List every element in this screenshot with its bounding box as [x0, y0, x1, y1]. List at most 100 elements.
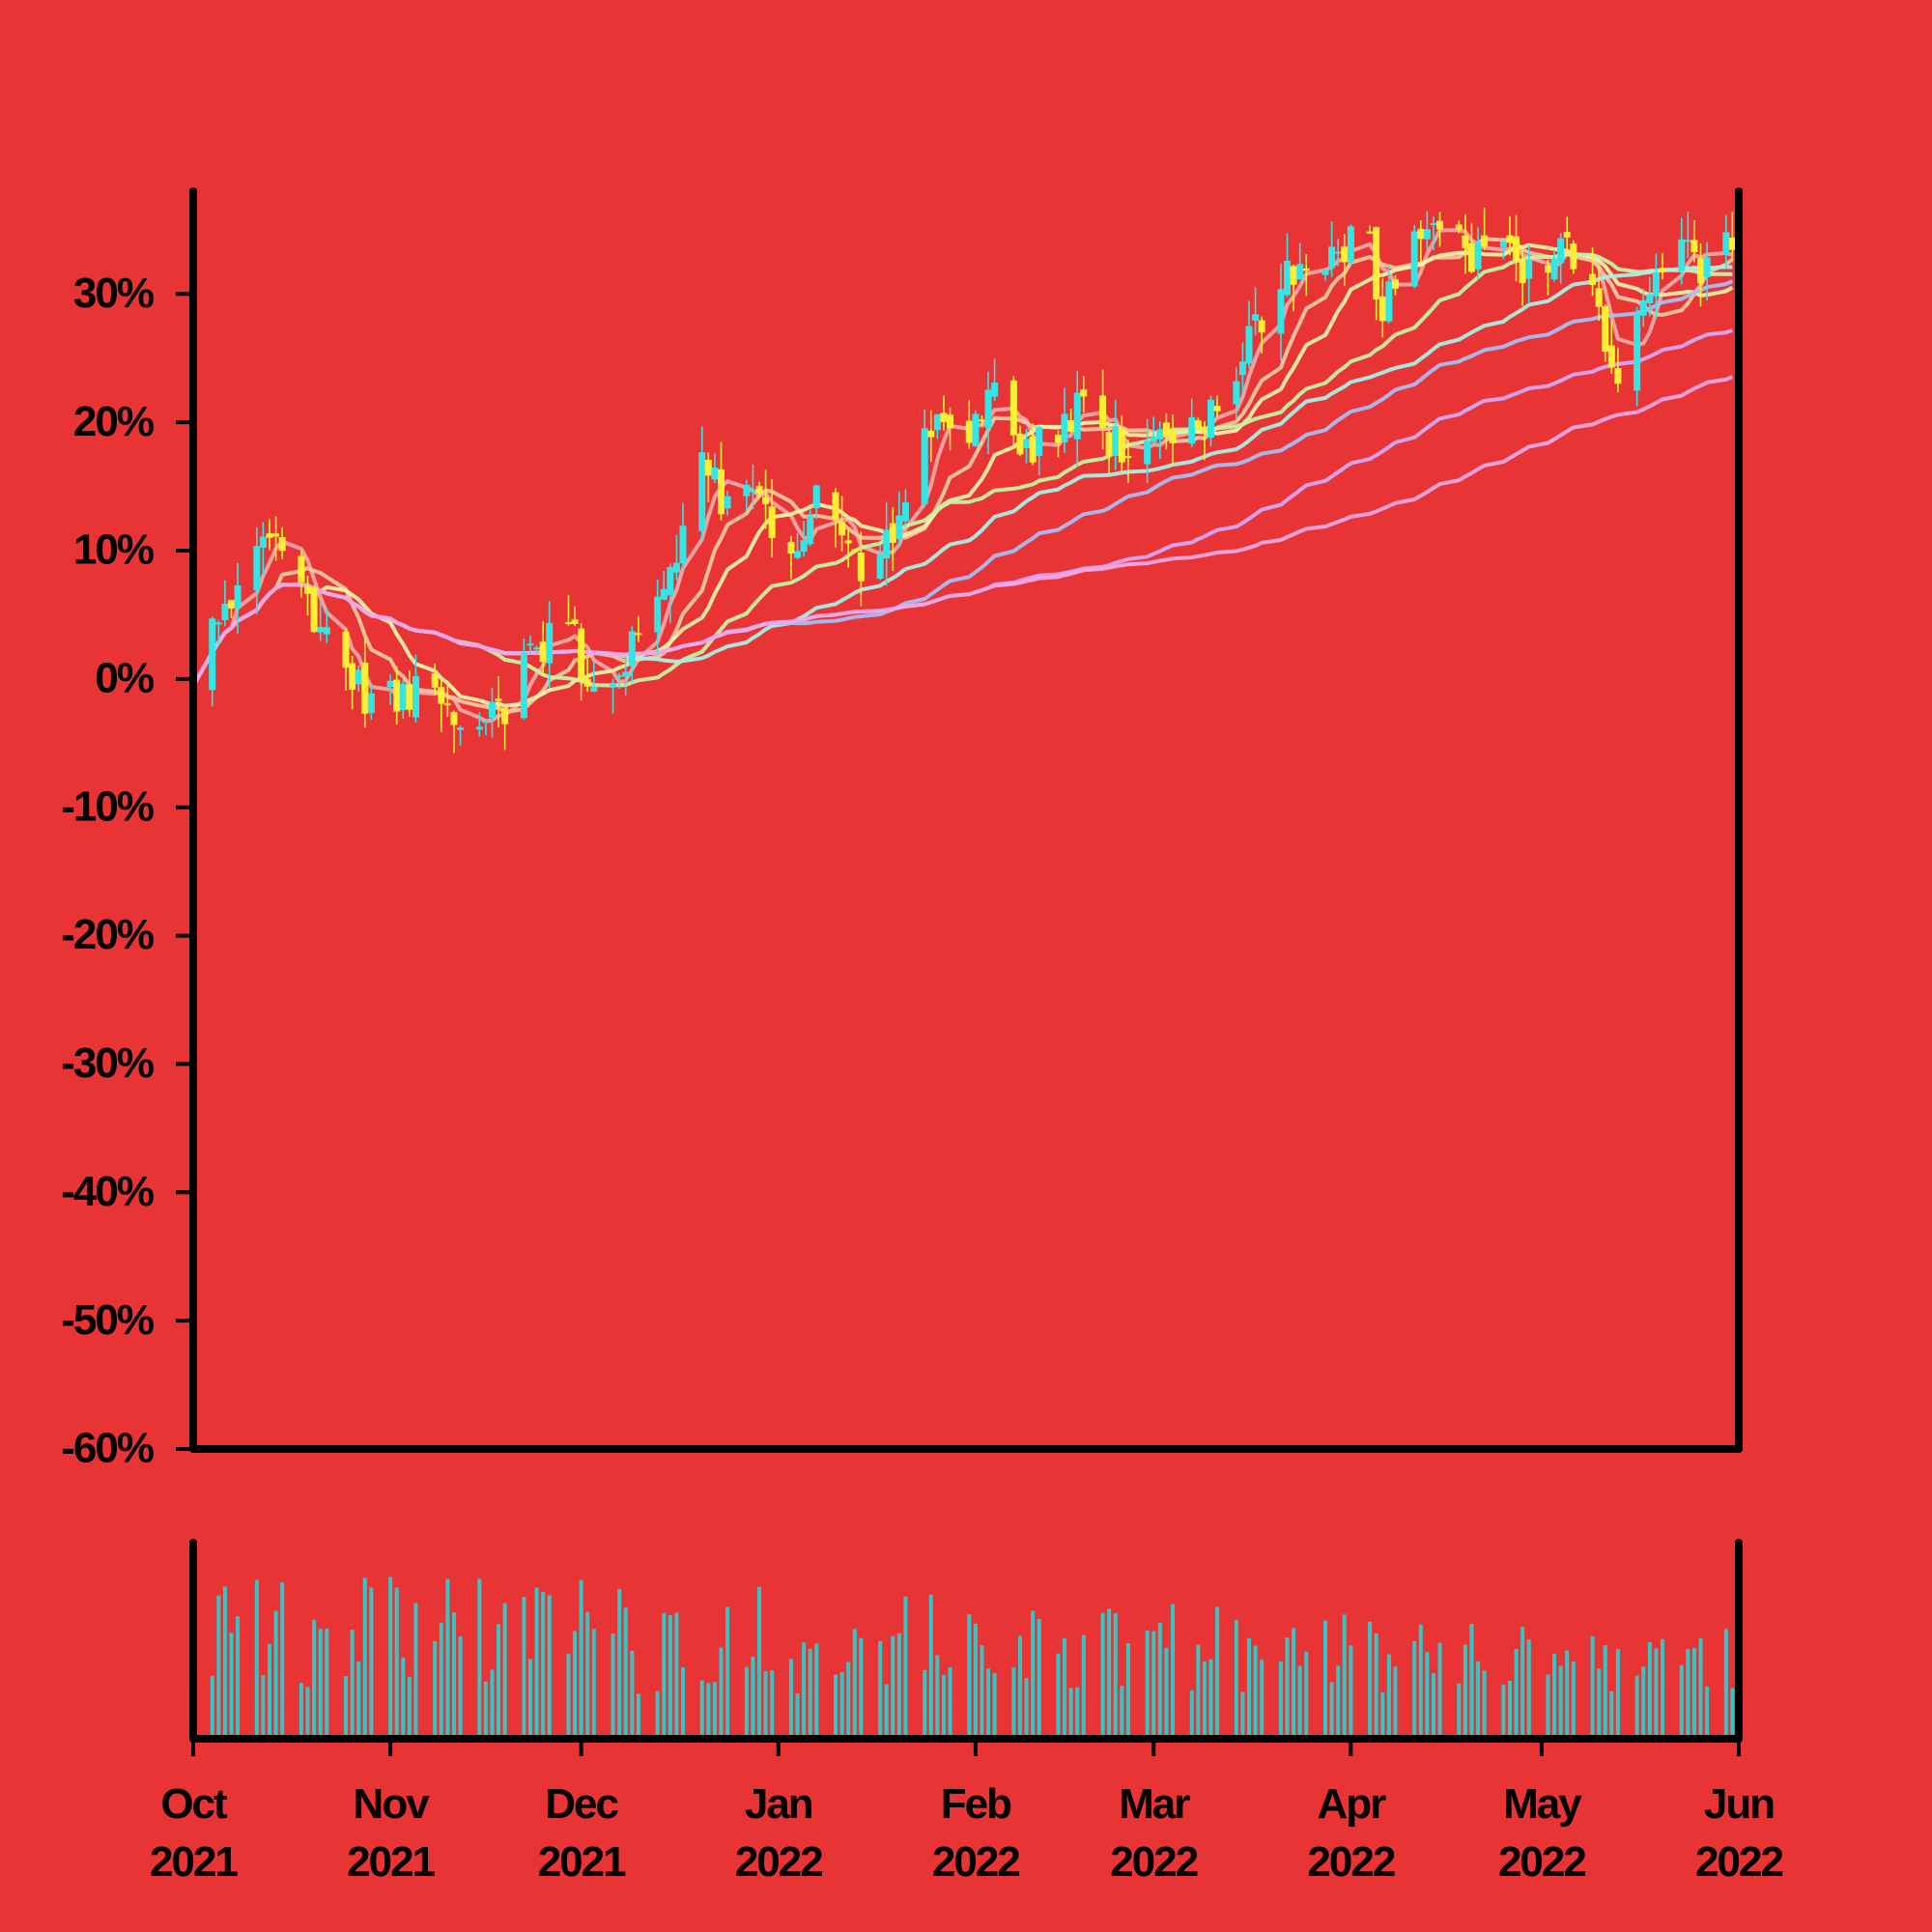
candle-body — [1607, 345, 1615, 368]
candle-body — [1703, 257, 1711, 278]
candle-body — [889, 523, 896, 543]
candle-body — [1277, 289, 1285, 334]
volume-bar — [344, 1676, 349, 1739]
candle-body — [654, 596, 662, 633]
candle-body — [1722, 232, 1730, 255]
volume-bar — [1349, 1645, 1353, 1739]
volume-bar — [757, 1586, 762, 1739]
volume-bar — [407, 1676, 412, 1739]
x-tick-year: 2022 — [932, 1838, 1019, 1886]
volume-bar — [1437, 1642, 1442, 1739]
volume-bar — [325, 1629, 329, 1739]
candle-body — [876, 554, 884, 579]
volume-bar — [254, 1579, 259, 1739]
candle-body — [533, 647, 541, 650]
candle-body — [800, 540, 808, 553]
volume-bar — [318, 1629, 323, 1739]
candle-body — [844, 540, 852, 544]
volume-bar — [1457, 1683, 1462, 1739]
volume-bar — [1431, 1673, 1435, 1739]
candle-body — [1290, 266, 1297, 285]
x-tick-year: 2021 — [150, 1838, 238, 1886]
volume-bar — [369, 1587, 374, 1739]
candle-body — [399, 683, 407, 711]
volume-bar — [1374, 1633, 1378, 1739]
y-tick-label: 0% — [95, 654, 153, 701]
volume-bar — [210, 1675, 214, 1739]
volume-bar — [699, 1680, 704, 1739]
volume-bar — [350, 1630, 355, 1739]
candle-body — [1296, 264, 1304, 280]
candle-body — [1150, 437, 1157, 442]
volume-bar — [1482, 1670, 1487, 1739]
volume-bar — [1425, 1652, 1430, 1739]
volume-bar — [725, 1606, 730, 1739]
candle-body — [1144, 440, 1151, 465]
candle-body — [1302, 269, 1310, 271]
volume-bar — [928, 1594, 933, 1739]
volume-bar — [1342, 1614, 1347, 1739]
volume-bar — [623, 1607, 628, 1739]
volume-bar — [1208, 1659, 1213, 1739]
candle-body — [984, 389, 992, 429]
candle-body — [749, 489, 756, 493]
axes — [189, 187, 1743, 1743]
candle-body — [838, 522, 846, 536]
x-tick-year: 2022 — [1110, 1838, 1197, 1886]
y-tick-label: 30% — [73, 270, 154, 317]
y-tick-label: 20% — [73, 398, 154, 445]
candle-body — [221, 603, 229, 621]
candle-body — [622, 671, 630, 677]
candle-body — [564, 622, 572, 625]
candle-body — [412, 675, 419, 718]
candle-body — [495, 698, 502, 701]
volume-bar — [1463, 1644, 1467, 1739]
volume-bar — [1476, 1661, 1481, 1739]
volume-bar — [1107, 1608, 1112, 1739]
candle-body — [807, 515, 814, 545]
candlestick-layer — [189, 208, 1736, 753]
volume-bar — [273, 1610, 278, 1739]
x-tick-month: May — [1503, 1780, 1582, 1828]
volume-bar — [1120, 1686, 1124, 1739]
candle-body — [1029, 437, 1037, 463]
volume-bar — [433, 1640, 438, 1739]
candle-body — [349, 663, 356, 691]
volume-bar — [490, 1669, 495, 1739]
volume-bar — [261, 1675, 266, 1739]
candle-body — [1238, 361, 1246, 376]
candle-body — [1506, 235, 1514, 243]
candle-body — [475, 726, 483, 730]
volume-bar — [1278, 1661, 1283, 1739]
volume-bar — [1647, 1642, 1652, 1739]
candle-body — [724, 496, 731, 509]
volume-bar — [1514, 1648, 1519, 1739]
candle-body — [965, 420, 973, 443]
volume-bar — [788, 1659, 793, 1739]
volume-bar — [1565, 1650, 1570, 1739]
candle-body — [571, 619, 579, 624]
volume-bar — [1723, 1629, 1728, 1739]
volume-bar — [1590, 1635, 1595, 1739]
candle-body — [259, 536, 267, 548]
candle-body — [539, 641, 547, 663]
volume-bar — [967, 1613, 972, 1739]
candle-body — [615, 675, 623, 678]
volume-bar — [1380, 1692, 1385, 1739]
candle-body — [1073, 392, 1081, 440]
candle-body — [1646, 294, 1654, 303]
volume-bar — [445, 1578, 450, 1739]
candle-body — [1169, 430, 1177, 443]
x-tick-month: Mar — [1119, 1780, 1190, 1828]
x-tick-month: Jun — [1704, 1780, 1774, 1828]
candle-body — [1639, 299, 1647, 316]
y-tick-label: -50% — [61, 1296, 154, 1344]
candle-body — [482, 721, 490, 724]
volume-bar — [413, 1603, 418, 1739]
candle-body — [1659, 268, 1666, 272]
candle-body — [1245, 326, 1253, 364]
candle-body — [501, 707, 509, 724]
volume-bar — [1196, 1644, 1201, 1739]
volume-bar — [1603, 1645, 1607, 1739]
